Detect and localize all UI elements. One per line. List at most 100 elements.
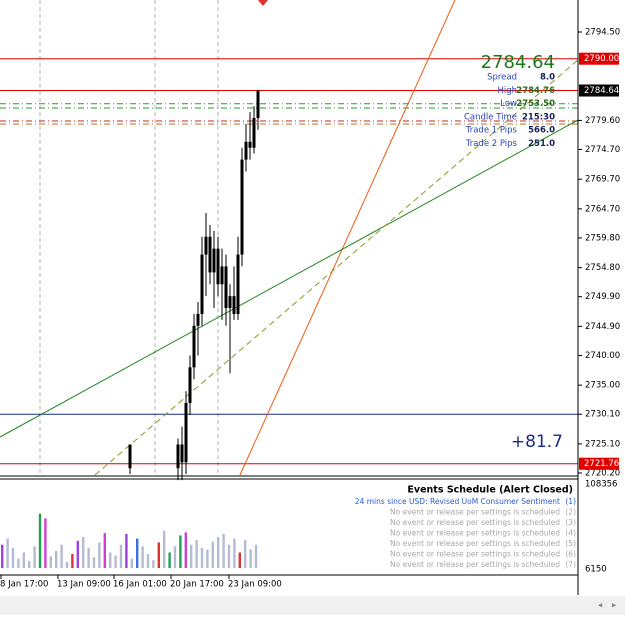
y-tick-label: 2769.70 (585, 175, 620, 185)
volume-bar (222, 533, 225, 568)
volume-bar (136, 538, 139, 568)
info-value: 215:30 (522, 112, 555, 122)
y-tick-label: 2759.80 (585, 233, 620, 243)
volume-bar (173, 546, 177, 568)
volume-bar (1, 544, 4, 568)
trendline (94, 59, 579, 476)
candle-body (236, 254, 240, 314)
info-label: High (497, 86, 517, 96)
y-tick-label: 2730.10 (585, 410, 620, 420)
volume-bar (233, 538, 236, 568)
volume-bar (179, 535, 182, 568)
volume-bar (157, 542, 160, 568)
event-index: (3) (565, 518, 576, 527)
y-tick-label: 2754.80 (585, 263, 620, 273)
candle-body (252, 118, 256, 148)
x-tick-label: 20 Jan 17:00 (170, 580, 224, 590)
candle-body (128, 444, 132, 469)
event-index: (1) (565, 497, 576, 506)
event-text: No event or release per settings is sche… (390, 539, 560, 548)
current-price: 2784.64 (481, 52, 555, 73)
event-text: No event or release per settings is sche… (390, 508, 560, 517)
info-label: Trade 2 Pips (465, 139, 518, 149)
volume-bar (254, 544, 258, 568)
info-label: Trade 1 Pips (465, 126, 518, 136)
volume-bar (82, 536, 85, 568)
event-index: (2) (565, 508, 576, 517)
candle-body (224, 266, 228, 308)
volume-bar (44, 518, 47, 568)
event-index: (7) (565, 560, 576, 569)
price-marker-box (579, 84, 619, 97)
volume-bar (244, 540, 247, 568)
y-tick-label: 2744.90 (585, 322, 620, 332)
info-value: 8.0 (540, 73, 555, 83)
candle-body (200, 254, 204, 314)
y-tick-label: 2725.10 (585, 439, 620, 449)
volume-bar (146, 554, 150, 568)
volume-bar (76, 540, 79, 568)
y-tick-label: 2749.90 (585, 292, 620, 302)
y-tick-label: 2735.00 (585, 381, 620, 391)
info-label: Candle Time (464, 112, 517, 122)
volume-bar (87, 547, 90, 568)
price-marker-label: 2790.00 (584, 54, 619, 64)
volume-bar (71, 554, 74, 568)
trendline (0, 119, 579, 438)
event-index: (4) (565, 529, 576, 538)
candle-body (248, 141, 252, 148)
pips-total: +81.7 (511, 432, 563, 452)
volume-bar (55, 550, 58, 568)
info-label: Low (500, 99, 517, 109)
y-tick-label: 2740.00 (585, 351, 620, 361)
volume-bar (227, 544, 231, 568)
price-marker-label: 2721.76 (584, 459, 619, 469)
event-text: No event or release per settings is sche… (390, 560, 560, 569)
candle-body (204, 236, 208, 255)
candle-body (188, 367, 192, 403)
volume-bar (141, 546, 144, 568)
volume-bar (163, 530, 166, 568)
candle-body (220, 266, 224, 285)
candle-body (192, 325, 196, 368)
volume-bar (152, 560, 155, 568)
info-value: 566.0 (528, 126, 555, 136)
x-tick-label: 13 Jan 09:00 (57, 580, 111, 590)
volume-bar (114, 555, 117, 568)
volume-bar (38, 513, 42, 568)
volume-bar (195, 540, 198, 568)
scroll-left[interactable]: ◂ (598, 601, 603, 611)
info-value: 2784.76 (516, 86, 555, 96)
events-title: Events Schedule (Alert Closed) (407, 485, 573, 496)
x-tick-label: 8 Jan 17:00 (0, 580, 48, 590)
volume-bar (238, 552, 241, 568)
volume-bar (249, 549, 252, 568)
info-value: 251.0 (528, 139, 555, 149)
scrollbar[interactable] (0, 596, 625, 615)
volume-axis-top: 108356 (585, 480, 617, 490)
volume-bar (200, 547, 204, 568)
event-index: (5) (565, 539, 576, 548)
volume-bar (130, 558, 133, 568)
volume-bar (103, 533, 106, 568)
volume-bar (6, 538, 9, 568)
scroll-right[interactable]: ▸ (612, 601, 617, 611)
candle-body (180, 444, 184, 463)
event-index: (6) (565, 550, 576, 559)
y-tick-label: 2720.20 (585, 468, 620, 478)
volume-bar (211, 541, 214, 568)
volume-bar (49, 556, 52, 568)
volume-bar (98, 542, 101, 568)
volume-bar (22, 552, 25, 568)
volume-bar (168, 552, 171, 568)
candle-body (184, 402, 188, 463)
candle-body (196, 313, 200, 326)
info-value: 2753.50 (516, 99, 555, 109)
event-text: No event or release per settings is sche… (390, 550, 560, 559)
candle-body (216, 248, 220, 285)
event-text: 24 mins since USD: Revised UoM Consumer … (355, 497, 560, 506)
x-tick-label: 23 Jan 09:00 (228, 580, 282, 590)
candle-body (256, 90, 260, 119)
